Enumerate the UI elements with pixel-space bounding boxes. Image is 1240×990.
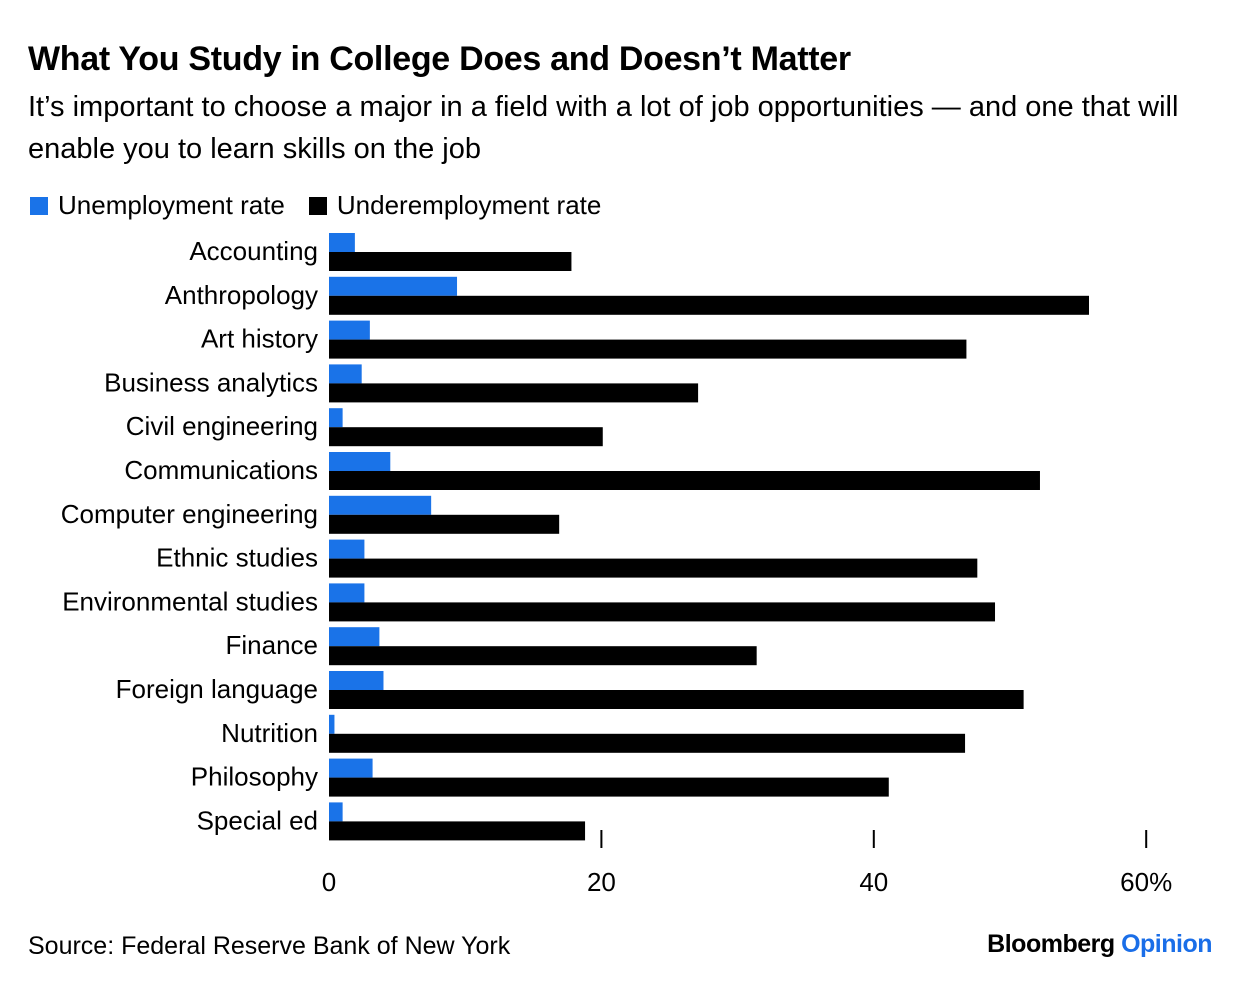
bar-unemployment-civil-engineering [329,408,343,428]
bar-underemployment-special-ed [329,821,586,841]
bar-unemployment-art-history [329,320,370,340]
bar-unemployment-finance [329,627,380,647]
bar-underemployment-finance [329,646,757,666]
category-label-computer-engineering: Computer engineering [61,499,318,529]
x-tick-label-60: 60% [1120,867,1172,897]
category-label-business-analytics: Business analytics [104,367,318,397]
legend-swatch-unemployment [30,196,48,215]
category-label-ethnic-studies: Ethnic studies [156,543,318,573]
bar-underemployment-nutrition [329,733,966,753]
bar-underemployment-ethnic-studies [329,558,978,578]
x-tick-label-20: 20 [587,867,616,897]
bar-underemployment-accounting [329,252,572,271]
category-label-nutrition: Nutrition [221,718,318,748]
category-label-philosophy: Philosophy [191,762,318,792]
brand-primary: Bloomberg [987,930,1115,958]
chart-title: What You Study in College Does and Doesn… [28,40,851,78]
category-label-special-ed: Special ed [197,805,318,835]
bar-underemployment-civil-engineering [329,427,603,447]
category-label-foreign-language: Foreign language [116,674,318,704]
legend-label-underemployment: Underemployment rate [336,190,602,220]
bar-underemployment-computer-engineering [329,514,560,534]
category-label-communications: Communications [124,455,318,485]
chart-subtitle: It’s important to choose a major in a fi… [28,91,1179,165]
legend-item-unemployment: Unemployment rate [30,190,285,221]
category-label-finance: Finance [226,630,319,660]
category-label-art-history: Art history [201,324,318,354]
bar-unemployment-business-analytics [329,364,362,384]
bar-unemployment-accounting [329,233,355,252]
bar-chart: Accounting Anthropology Art history Busines… [61,233,1172,897]
brand-logo: Bloomberg Opinion [987,930,1212,959]
legend: Unemployment rate Underemployment rate [30,190,625,221]
x-tick-label-40: 40 [859,867,888,897]
x-tick-label-0: 0 [322,867,336,897]
bar-unemployment-nutrition [329,714,335,734]
category-label-civil-engineering: Civil engineering [126,411,318,441]
bar-unemployment-ethnic-studies [329,539,365,559]
category-label-accounting: Accounting [189,236,318,266]
bar-unemployment-environmental-studies [329,583,365,603]
bar-unemployment-foreign-language [329,671,384,690]
category-label-environmental-studies: Environmental studies [62,586,318,616]
bar-unemployment-computer-engineering [329,495,432,515]
bar-underemployment-anthropology [329,295,1089,315]
bar-underemployment-environmental-studies [329,602,996,622]
bar-underemployment-philosophy [329,777,889,797]
bar-underemployment-business-analytics [329,383,699,403]
category-label-anthropology: Anthropology [165,280,318,310]
bar-underemployment-art-history [329,339,967,359]
bar-unemployment-anthropology [329,276,458,296]
legend-label-unemployment: Unemployment rate [58,190,285,220]
bar-underemployment-foreign-language [329,690,1024,709]
legend-swatch-underemployment [308,196,327,215]
source-note: Source: Federal Reserve Bank of New York [28,932,511,960]
bar-unemployment-special-ed [329,802,343,822]
brand-secondary: Opinion [1121,930,1212,958]
bar-unemployment-philosophy [329,758,373,778]
bar-unemployment-communications [329,452,391,471]
legend-item-underemployment: Underemployment rate [308,190,602,221]
bar-underemployment-communications [329,471,1040,490]
